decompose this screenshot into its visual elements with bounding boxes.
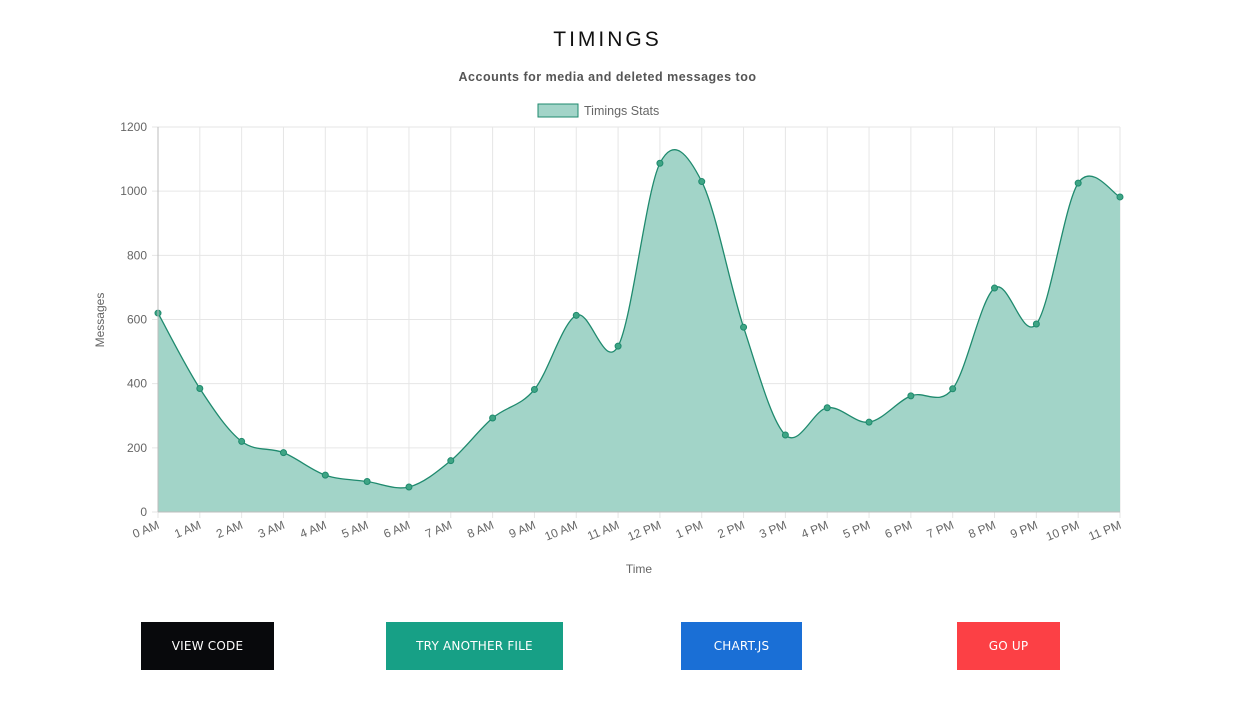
x-tick-label: 12 PM	[626, 518, 663, 544]
data-point-1-am[interactable]	[197, 385, 203, 391]
x-tick-label: 11 PM	[1087, 518, 1124, 544]
x-tick-label: 4 AM	[298, 518, 329, 541]
data-point-9-am[interactable]	[531, 386, 537, 392]
x-tick-label: 6 AM	[381, 518, 412, 541]
x-tick-label: 8 PM	[966, 518, 997, 541]
data-point-7-pm[interactable]	[950, 386, 956, 392]
data-point-6-pm[interactable]	[908, 393, 914, 399]
data-point-9-pm[interactable]	[1033, 321, 1039, 327]
x-tick-label: 10 PM	[1044, 518, 1081, 544]
x-tick-label: 8 AM	[465, 518, 496, 541]
y-tick-label: 1000	[120, 184, 147, 198]
data-point-8-pm[interactable]	[992, 285, 998, 291]
x-tick-label: 11 AM	[585, 518, 621, 543]
x-tick-label: 1 PM	[674, 518, 705, 541]
chartjs-button[interactable]: CHART.JS	[681, 622, 802, 670]
x-tick-label: 2 PM	[715, 518, 746, 541]
x-tick-label: 10 AM	[543, 518, 580, 544]
data-point-3-pm[interactable]	[782, 432, 788, 438]
x-tick-label: 7 PM	[925, 518, 956, 541]
data-point-1-pm[interactable]	[699, 179, 705, 185]
data-point-12-pm[interactable]	[657, 160, 663, 166]
legend-label: Timings Stats	[584, 104, 659, 118]
view-code-button[interactable]: VIEW CODE	[141, 622, 274, 670]
x-tick-label: 4 PM	[799, 518, 830, 541]
y-tick-label: 1200	[120, 120, 147, 134]
go-up-button[interactable]: GO UP	[957, 622, 1060, 670]
x-tick-label: 5 PM	[841, 518, 872, 541]
x-tick-label: 1 AM	[172, 518, 203, 541]
legend[interactable]: Timings Stats	[538, 104, 659, 118]
x-tick-label: 5 AM	[340, 518, 371, 541]
try-another-file-button[interactable]: TRY ANOTHER FILE	[386, 622, 563, 670]
y-axis-label: Messages	[93, 293, 107, 348]
data-point-8-am[interactable]	[490, 415, 496, 421]
data-point-10-am[interactable]	[573, 312, 579, 318]
data-point-2-am[interactable]	[239, 438, 245, 444]
x-axis-label: Time	[626, 562, 653, 576]
x-tick-label: 3 AM	[256, 518, 287, 541]
y-tick-label: 600	[127, 313, 147, 327]
x-tick-label: 9 PM	[1008, 518, 1039, 541]
data-point-6-am[interactable]	[406, 484, 412, 490]
y-tick-label: 800	[127, 248, 147, 262]
data-point-5-am[interactable]	[364, 479, 370, 485]
x-tick-label: 6 PM	[883, 518, 914, 541]
x-tick-label: 2 AM	[214, 518, 245, 541]
data-point-4-am[interactable]	[322, 472, 328, 478]
timings-chart: 0 200 400 600 800 1000 1200 0 AM 1 AM 2 AM 3 AM 4 A…	[0, 0, 1245, 600]
data-point-7-am[interactable]	[448, 458, 454, 464]
x-tick-label: 3 PM	[757, 518, 788, 541]
x-tick-label: 0 AM	[131, 518, 162, 541]
x-tick-label: 7 AM	[423, 518, 454, 541]
y-tick-label: 400	[127, 377, 147, 391]
data-point-2-pm[interactable]	[741, 324, 747, 330]
data-point-4-pm[interactable]	[824, 405, 830, 411]
data-point-11-pm[interactable]	[1117, 194, 1123, 200]
data-point-11-am[interactable]	[615, 343, 621, 349]
y-tick-label: 0	[140, 505, 147, 519]
data-point-10-pm[interactable]	[1075, 180, 1081, 186]
data-point-5-pm[interactable]	[866, 419, 872, 425]
data-point-3-am[interactable]	[280, 450, 286, 456]
legend-swatch	[538, 104, 578, 117]
y-tick-label: 200	[127, 441, 147, 455]
x-tick-label: 9 AM	[507, 518, 538, 541]
